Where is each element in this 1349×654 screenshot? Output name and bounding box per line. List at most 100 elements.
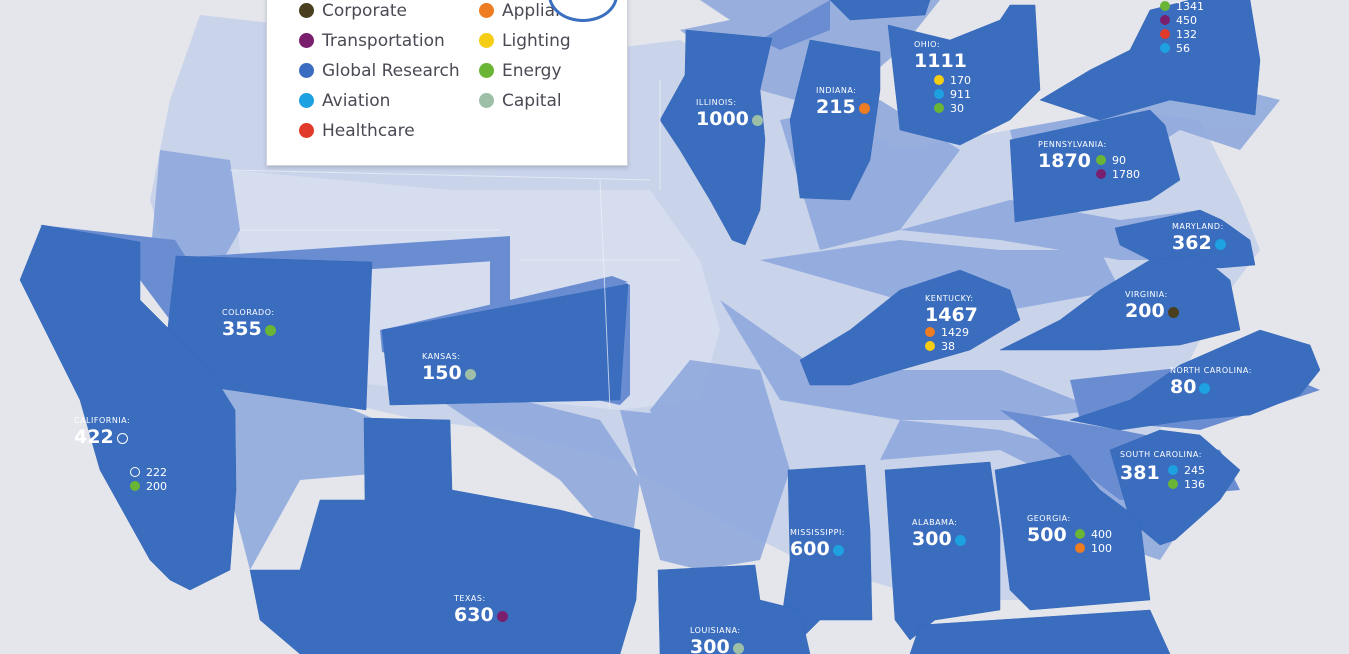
breakdown-value: 38: [941, 340, 955, 353]
kansas-shape: [381, 283, 629, 406]
energy-dot-icon: [264, 325, 276, 336]
legend-dot-icon: [479, 33, 494, 48]
breakdown-item: 400: [1075, 528, 1112, 542]
breakdown-value: 911: [950, 88, 971, 101]
colorado-label: COLORADO: 355: [222, 308, 276, 340]
maryland-shape: [1114, 209, 1256, 269]
breakdown-dot-icon: [934, 89, 944, 99]
ohio-shape: [887, 4, 1041, 146]
breakdown-item: 245: [1168, 464, 1205, 478]
kentucky-label: KENTUCKY: 1467 1429 38: [925, 294, 978, 354]
breakdown-item: 1429: [925, 326, 978, 340]
texas-shape: [249, 417, 641, 654]
breakdown-dot-icon: [130, 481, 140, 491]
breakdown-dot-icon: [1160, 15, 1170, 25]
indiana-shape: [789, 39, 881, 201]
legend-dot-icon: [479, 63, 494, 78]
texas-label: TEXAS: 630: [454, 594, 508, 626]
mississippi-label: MISSISSIPPI: 600: [790, 528, 845, 560]
base-borders: [229, 80, 680, 411]
pennsylvania-shape: [1009, 109, 1181, 223]
breakdown-item: 1780: [1096, 168, 1140, 182]
breakdown-value: 1341: [1176, 0, 1204, 13]
breakdown-dot-icon: [1096, 155, 1106, 165]
legend-dot-icon: [299, 123, 314, 138]
legend-dot-icon: [299, 3, 314, 18]
breakdown-dot-icon: [1168, 465, 1178, 475]
northcarolina-shape: [1069, 329, 1321, 431]
legend-dot-icon: [299, 63, 314, 78]
legend-item-corporate: Corporate: [299, 1, 407, 21]
breakdown-value: 200: [146, 480, 167, 493]
california-label: CALIFORNIA: 422 222 200: [74, 416, 167, 494]
breakdown-value: 90: [1112, 154, 1126, 167]
illinois-label: ILLINOIS: 1000: [696, 98, 763, 130]
legend-item-transportation: Transportation: [299, 31, 445, 51]
louisiana-shape: [657, 564, 811, 654]
breakdown-dot-icon: [925, 341, 935, 351]
breakdown-dot-icon: [925, 327, 935, 337]
breakdown-dot-icon: [1075, 543, 1085, 553]
ohio-label: OHIO: 1111 170 911 30: [914, 40, 971, 115]
breakdown-item: 132: [1160, 28, 1204, 42]
breakdown-item: 222: [130, 466, 167, 480]
legend-label: Capital: [502, 91, 562, 111]
kentucky-shape: [799, 269, 1021, 386]
capital-dot-icon: [732, 643, 744, 654]
breakdown-value: 30: [950, 102, 964, 115]
virginia-shape: [999, 254, 1241, 351]
aviation-dot-icon: [954, 535, 966, 546]
corporate-dot-icon: [1167, 307, 1179, 318]
legend-box: Corporate Transportation Global Research Av…: [266, 0, 628, 166]
breakdown-item: 90: [1096, 154, 1140, 168]
georgia-label: GEORGIA: 500 400 100: [1027, 514, 1112, 555]
newyork-shape: [1039, 0, 1261, 121]
breakdown-value: 222: [146, 466, 167, 479]
breakdown-value: 245: [1184, 464, 1205, 477]
breakdown-item: 911: [934, 88, 971, 102]
southcarolina-label: SOUTH CAROLINA: 381 245 136: [1120, 450, 1205, 491]
capital-dot-icon: [464, 369, 476, 380]
multi-dot-icon: [116, 433, 128, 444]
aviation-dot-icon: [1214, 239, 1226, 250]
breakdown-value: 132: [1176, 28, 1197, 41]
michigan-shape: [829, 0, 931, 21]
breakdown-dot-icon: [1160, 1, 1170, 11]
legend-dot-icon: [299, 93, 314, 108]
breakdown-item: 100: [1075, 542, 1112, 556]
breakdown-dot-icon: [1168, 479, 1178, 489]
legend-label: Transportation: [322, 31, 445, 51]
florida-shape: [909, 609, 1171, 654]
transportation-dot-icon: [496, 611, 508, 622]
california-shape: [19, 224, 237, 591]
legend-item-aviation: Aviation: [299, 91, 390, 111]
legend-item-global-research: Global Research: [299, 61, 460, 81]
virginia-label: VIRGINIA: 200: [1125, 290, 1179, 322]
breakdown-item: 38: [925, 340, 978, 354]
legend-dot-icon: [299, 33, 314, 48]
breakdown-dot-icon: [1160, 43, 1170, 53]
breakdown-value: 1429: [941, 326, 969, 339]
breakdown-item: 200: [130, 480, 167, 494]
georgia-shape: [994, 454, 1151, 611]
legend-item-healthcare: Healthcare: [299, 121, 415, 141]
legend-label: Energy: [502, 61, 562, 81]
kansas-label: KANSAS: 150: [422, 352, 476, 384]
breakdown-item: 1341: [1160, 0, 1204, 14]
breakdown-item: 450: [1160, 14, 1204, 28]
breakdown-value: 1780: [1112, 168, 1140, 181]
illinois-shape: [659, 29, 773, 246]
breakdown-value: 100: [1091, 542, 1112, 555]
breakdown-item: 170: [934, 74, 971, 88]
breakdown-dot-icon: [1160, 29, 1170, 39]
northcarolina-label: NORTH CAROLINA: 80: [1170, 366, 1252, 398]
appliances-dot-icon: [858, 103, 870, 114]
legend-label: Corporate: [322, 1, 407, 21]
breakdown-item: 56: [1160, 42, 1204, 56]
breakdown-value: 136: [1184, 478, 1205, 491]
alabama-label: ALABAMA: 300: [912, 518, 966, 550]
alabama-shape: [884, 461, 1001, 641]
breakdown-value: 56: [1176, 42, 1190, 55]
legend-label: Global Research: [322, 61, 460, 81]
